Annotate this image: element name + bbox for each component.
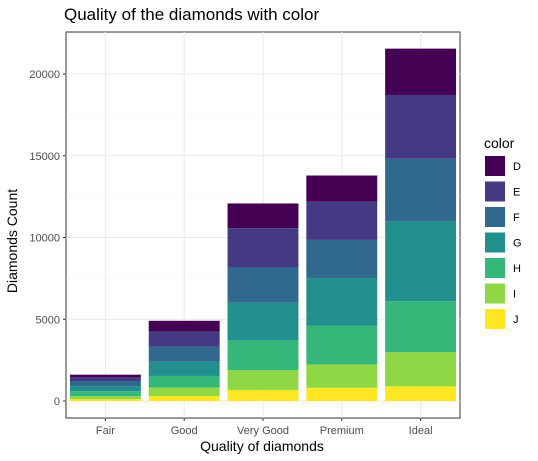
y-tick-label: 5000: [36, 314, 60, 326]
bar-segment-very-good-e: [227, 228, 299, 268]
bar-segment-good-d: [148, 320, 220, 332]
bar-segment-ideal-f: [385, 158, 457, 222]
y-tick-label: 15000: [29, 151, 60, 163]
legend-label-h: H: [513, 263, 521, 275]
bar-segment-very-good-g: [227, 302, 299, 341]
x-tick-label: Fair: [96, 425, 115, 437]
legend-key-e: [485, 181, 505, 202]
legend: color D E F G H I J: [484, 135, 522, 329]
chart-title: Quality of the diamonds with color: [64, 5, 319, 24]
bar-segment-good-i: [148, 387, 220, 396]
bar-segment-good-e: [148, 331, 220, 347]
legend-label-g: G: [513, 238, 522, 250]
x-axis-title: Quality of diamonds: [200, 438, 324, 454]
y-tick-label: 20000: [29, 69, 60, 81]
legend-key-h: [485, 258, 505, 278]
legend-key-d: [485, 156, 505, 176]
legend-key-f: [485, 207, 505, 227]
x-tick-label: Ideal: [409, 425, 433, 437]
bar-segment-good-g: [148, 361, 220, 376]
x-axis-ticks: Fair Good Very Good Premium Ideal: [96, 418, 433, 437]
bar-segment-premium-e: [306, 201, 378, 240]
bar-segment-good-h: [148, 375, 220, 388]
y-axis-title: Diamonds Count: [4, 189, 20, 293]
bar-segment-fair-f: [69, 381, 141, 387]
bar-segment-good-j: [148, 395, 220, 401]
bar-segment-premium-d: [306, 175, 378, 202]
bar-segment-fair-g: [69, 386, 141, 392]
bar-segment-good-f: [148, 346, 220, 362]
bar-segment-very-good-j: [227, 389, 299, 401]
bar-segment-premium-h: [306, 325, 378, 365]
bars: [69, 48, 457, 401]
x-tick-label: Good: [171, 425, 198, 437]
bar-segment-very-good-f: [227, 267, 299, 303]
legend-label-d: D: [513, 161, 521, 173]
bar-segment-ideal-g: [385, 221, 457, 302]
y-tick-label: 0: [54, 396, 60, 408]
legend-key-g: [485, 232, 505, 253]
bar-segment-fair-e: [69, 377, 141, 382]
legend-title: color: [484, 135, 515, 151]
legend-key-i: [485, 283, 505, 304]
bar-segment-very-good-i: [227, 370, 299, 390]
bar-segment-ideal-j: [385, 386, 457, 401]
x-tick-label: Very Good: [237, 425, 289, 437]
bar-segment-very-good-d: [227, 203, 299, 229]
bar-segment-fair-d: [69, 374, 141, 378]
bar-segment-very-good-h: [227, 340, 299, 371]
legend-key-j: [485, 309, 505, 329]
bar-segment-fair-h: [69, 391, 141, 397]
bar-segment-premium-g: [306, 278, 378, 326]
bar-segment-premium-i: [306, 364, 378, 388]
legend-label-i: I: [513, 289, 516, 301]
bar-segment-fair-j: [69, 399, 141, 401]
bar-segment-premium-f: [306, 239, 378, 279]
y-tick-label: 10000: [29, 233, 60, 245]
bar-segment-ideal-h: [385, 301, 457, 353]
legend-label-e: E: [513, 187, 520, 199]
x-tick-label: Premium: [320, 425, 364, 437]
bar-segment-ideal-i: [385, 352, 457, 387]
bar-segment-fair-i: [69, 396, 141, 400]
bar-segment-premium-j: [306, 387, 378, 401]
legend-label-f: F: [513, 212, 520, 224]
legend-label-j: J: [513, 314, 519, 326]
bar-segment-ideal-e: [385, 94, 457, 159]
y-axis-ticks: 0 5000 10000 15000 20000: [29, 69, 66, 408]
bar-segment-ideal-d: [385, 48, 457, 95]
